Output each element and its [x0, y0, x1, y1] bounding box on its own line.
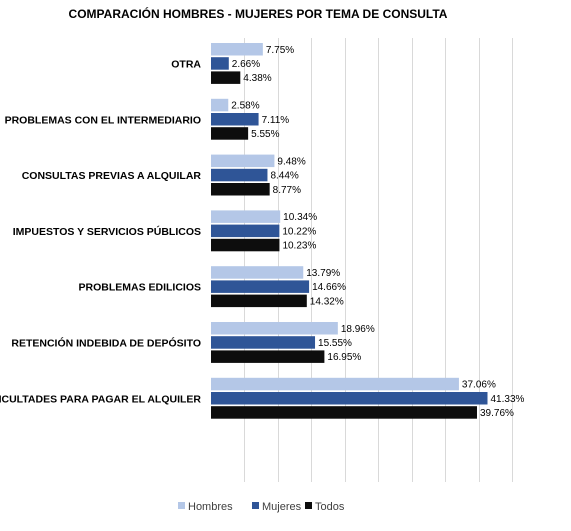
- category-label: PROBLEMAS EDILICIOS: [78, 282, 201, 294]
- data-label: 10.22%: [282, 226, 316, 237]
- bar-todos: [211, 350, 325, 363]
- data-label: 9.48%: [277, 156, 305, 167]
- category-labels: OTRA PROBLEMAS CON EL INTERMEDIARIO CONSUL…: [0, 58, 201, 405]
- legend-label-todos: Todos: [315, 501, 345, 513]
- data-label: 10.23%: [282, 241, 316, 252]
- bar-todos: [211, 294, 307, 308]
- bar-hombres: [211, 377, 459, 391]
- bar-hombres: [211, 154, 275, 168]
- data-label: 4.38%: [243, 73, 271, 84]
- bar-todos: [211, 238, 280, 252]
- data-label: 41.33%: [490, 394, 524, 405]
- bar-hombres: [211, 210, 281, 223]
- data-label: 39.76%: [480, 408, 514, 419]
- bar-hombres: [211, 43, 263, 56]
- data-label: 15.55%: [318, 338, 352, 349]
- bar-hombres: [211, 322, 338, 335]
- category-label: IMPUESTOS Y SERVICIOS PÚBLICOS: [13, 225, 201, 238]
- data-label: 16.95%: [327, 352, 361, 363]
- category-label: PROBLEMAS CON EL INTERMEDIARIO: [5, 114, 201, 126]
- chart-title: COMPARACIÓN HOMBRES - MUJERES POR TEMA D…: [69, 6, 448, 21]
- bar-todos: [211, 406, 477, 419]
- legend-label-hombres: Hombres: [188, 501, 233, 513]
- data-labels: 7.75% 2.66% 4.38% 2.58%7.11% 5.55% 9.48% 8.44%…: [231, 45, 524, 419]
- category-label: DIFICULTADES PARA PAGAR EL ALQUILER: [0, 393, 201, 405]
- data-label: 7.75%: [266, 45, 294, 56]
- bar-mujeres: [211, 280, 310, 293]
- bar-mujeres: [211, 336, 316, 349]
- bar-hombres: [211, 98, 229, 112]
- data-label: 8.44%: [270, 171, 298, 182]
- data-label: 14.32%: [310, 296, 344, 307]
- category-label: RETENCIÓN INDEBIDA DE DEPÓSITO: [11, 336, 201, 349]
- bar-mujeres: [211, 113, 259, 126]
- data-label: 37.06%: [462, 380, 496, 391]
- data-label: 2.66%: [232, 59, 260, 70]
- legend: Hombres Mujeres Todos: [178, 501, 345, 513]
- data-label: 7.11%: [262, 115, 290, 126]
- legend-swatch-hombres: [178, 502, 185, 509]
- data-label: 8.77%: [273, 185, 301, 196]
- data-label: 5.55%: [251, 129, 279, 140]
- bar-todos: [211, 127, 249, 140]
- data-label: 13.79%: [306, 268, 340, 279]
- bar-mujeres: [211, 392, 488, 405]
- legend-swatch-todos: [305, 502, 312, 509]
- bar-hombres: [211, 266, 304, 279]
- bar-mujeres: [211, 57, 229, 70]
- bar-mujeres: [211, 224, 280, 238]
- category-label: CONSULTAS PREVIAS A ALQUILAR: [22, 170, 202, 182]
- legend-label-mujeres: Mujeres: [262, 501, 302, 513]
- bar-todos: [211, 71, 241, 84]
- bar-todos: [211, 183, 270, 196]
- data-label: 18.96%: [341, 324, 375, 335]
- bar-mujeres: [211, 168, 268, 182]
- legend-swatch-mujeres: [252, 502, 259, 509]
- bars: [211, 43, 488, 419]
- data-label: 2.58%: [231, 101, 259, 112]
- data-label: 14.66%: [312, 282, 346, 293]
- data-label: 10.34%: [283, 212, 317, 223]
- category-label: OTRA: [171, 58, 201, 70]
- grid-lines: [244, 38, 513, 482]
